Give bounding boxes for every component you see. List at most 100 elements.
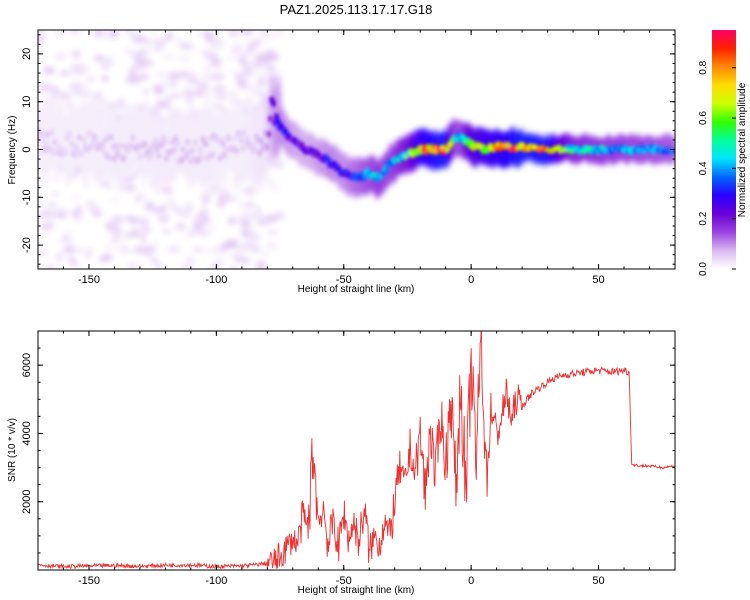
spectrogram-noise-blob bbox=[182, 83, 196, 94]
colorbar-tick-label: 0.0 bbox=[698, 262, 709, 276]
spectrogram-ridge-core bbox=[174, 140, 180, 148]
spectrogram-x-tick-label: -50 bbox=[336, 274, 352, 286]
snr-x-tick-label: 0 bbox=[468, 575, 474, 587]
spectrogram-ridge-core bbox=[117, 142, 124, 150]
spectrogram-ridge-core bbox=[162, 137, 168, 145]
snr-y-tick-label: 4000 bbox=[21, 421, 33, 445]
spectrogram-noise-blob bbox=[183, 55, 189, 65]
spectrogram-noise-blob bbox=[205, 248, 220, 254]
spectrogram-noise-blob bbox=[174, 224, 187, 230]
spectrogram-ridge-core bbox=[39, 136, 46, 144]
spectrogram-x-tick-label: -150 bbox=[78, 274, 100, 286]
spectrogram-noise-blob bbox=[198, 231, 210, 237]
spectrogram-noise-blob bbox=[40, 209, 54, 219]
spectrogram-noise-blob bbox=[184, 201, 193, 210]
spectrogram-noise-blob bbox=[259, 30, 266, 36]
spectrogram-noise-blob bbox=[184, 91, 196, 99]
spectrogram-noise-blob bbox=[240, 30, 253, 35]
spectrogram-noise-blob bbox=[226, 68, 235, 74]
spectrogram-ridge-core bbox=[101, 147, 107, 155]
spectrogram-noise-blob bbox=[38, 222, 46, 228]
spectrogram-x-tick-label: 50 bbox=[592, 274, 604, 286]
spectrogram-noise-blob bbox=[209, 30, 220, 37]
spectrogram-ridge-core bbox=[223, 145, 229, 153]
spectrogram-noise-blob bbox=[239, 85, 254, 91]
spectrogram-ridge-core bbox=[156, 152, 162, 160]
spectrogram-ridge-core bbox=[171, 146, 177, 154]
spectrogram-noise-blob bbox=[164, 52, 172, 62]
spectrogram-noise-blob bbox=[53, 52, 68, 61]
spectrogram-noise-blob bbox=[155, 100, 165, 109]
spectrogram-noise-blob bbox=[243, 64, 250, 72]
spectrogram-ridge-core bbox=[258, 137, 264, 145]
spectrogram-ridge-core bbox=[41, 146, 47, 154]
spectrogram-noise-blob bbox=[264, 64, 277, 72]
spectrogram-y-tick-label: 0 bbox=[21, 146, 33, 152]
spectrogram-noise-blob bbox=[133, 245, 149, 255]
spectrogram-ridge-core bbox=[267, 115, 273, 123]
spectrogram-noise-blob bbox=[61, 210, 70, 218]
colorbar-tick-label: 0.2 bbox=[698, 211, 709, 225]
spectrogram-noise-blob bbox=[242, 240, 252, 251]
spectrogram-noise-blob bbox=[238, 200, 245, 207]
spectrogram-noise-blob bbox=[223, 57, 237, 62]
spectrogram-noise-blob bbox=[149, 245, 157, 251]
spectrogram-ridge-core bbox=[79, 150, 85, 158]
colorbar-tick-label: 0.6 bbox=[698, 111, 709, 125]
spectrogram-noise-blob bbox=[134, 195, 141, 204]
snr-series-line bbox=[38, 331, 675, 570]
spectrogram-noise-blob bbox=[244, 201, 255, 208]
spectrogram-noise-blob bbox=[159, 204, 167, 213]
spectrogram-noise-blob bbox=[238, 57, 247, 66]
spectrogram-noise-blob bbox=[128, 67, 137, 78]
spectrogram-ridge-core bbox=[49, 128, 55, 136]
spectrogram-ridge-core bbox=[44, 131, 50, 139]
spectrogram-noise-blob bbox=[38, 264, 42, 269]
spectrogram-noise-blob bbox=[220, 258, 228, 264]
spectrogram-noise-blob bbox=[209, 40, 225, 50]
spectrogram-ridge-core bbox=[142, 140, 148, 148]
spectrogram-ridge-core bbox=[73, 143, 79, 151]
colorbar-gradient bbox=[712, 30, 736, 269]
spectrogram-ridge-core bbox=[252, 145, 258, 153]
spectrogram-noise-blob bbox=[227, 216, 237, 225]
spectrogram-noise-blob bbox=[267, 229, 279, 235]
spectrogram-noise-blob bbox=[259, 35, 274, 40]
spectrogram-noise-blob bbox=[194, 88, 204, 98]
spectrogram-noise-blob bbox=[201, 72, 209, 80]
spectrogram-noise-blob bbox=[250, 84, 264, 95]
spectrogram-noise-blob bbox=[141, 225, 152, 233]
spectrogram-ridge-core bbox=[52, 138, 58, 146]
spectrogram-noise-blob bbox=[255, 215, 267, 223]
spectrogram-noise-blob bbox=[101, 74, 109, 83]
spectrogram-noise-blob bbox=[69, 82, 84, 91]
spectrogram-noise-blob bbox=[164, 32, 174, 40]
spectrogram-noise-blob bbox=[51, 176, 63, 183]
spectrogram-noise-blob bbox=[275, 30, 285, 36]
spectrogram-ridge-core bbox=[163, 154, 170, 162]
spectrogram-noise-blob bbox=[196, 82, 210, 91]
spectrogram-noise-blob bbox=[169, 92, 183, 99]
spectrogram-noise-blob bbox=[160, 186, 174, 194]
spectrogram-ridge-core bbox=[257, 149, 263, 157]
spectrogram-ridge-core bbox=[87, 130, 93, 138]
spectrogram-noise-blob bbox=[152, 83, 162, 91]
spectrogram-noise-blob bbox=[68, 238, 74, 244]
spectrogram-ridge-core bbox=[121, 155, 127, 163]
spectrogram-ridge-core bbox=[264, 143, 270, 151]
snr-x-ticks: -150 -100 -50 0 50 bbox=[37, 331, 676, 587]
spectrogram-noise-blob bbox=[124, 232, 132, 239]
colorbar: 0.0 0.2 0.4 0.6 0.8 Normalized spectral ampl… bbox=[698, 30, 748, 276]
spectrogram-ridge-core bbox=[383, 166, 390, 174]
spectrogram-noise-blob bbox=[201, 48, 210, 59]
spectrogram-ridge-core bbox=[84, 145, 90, 153]
spectrogram-noise-blob bbox=[93, 30, 104, 38]
spectrogram-ridge-core bbox=[249, 141, 255, 149]
snr-y-tick-label: 2000 bbox=[21, 489, 33, 513]
spectrogram-noise-blob bbox=[77, 212, 86, 221]
spectrogram-noise-blob bbox=[62, 235, 69, 242]
spectrogram-noise-blob bbox=[197, 31, 203, 38]
spectrogram-noise-blob bbox=[144, 201, 155, 212]
spectrogram-noise-blob bbox=[101, 253, 114, 261]
